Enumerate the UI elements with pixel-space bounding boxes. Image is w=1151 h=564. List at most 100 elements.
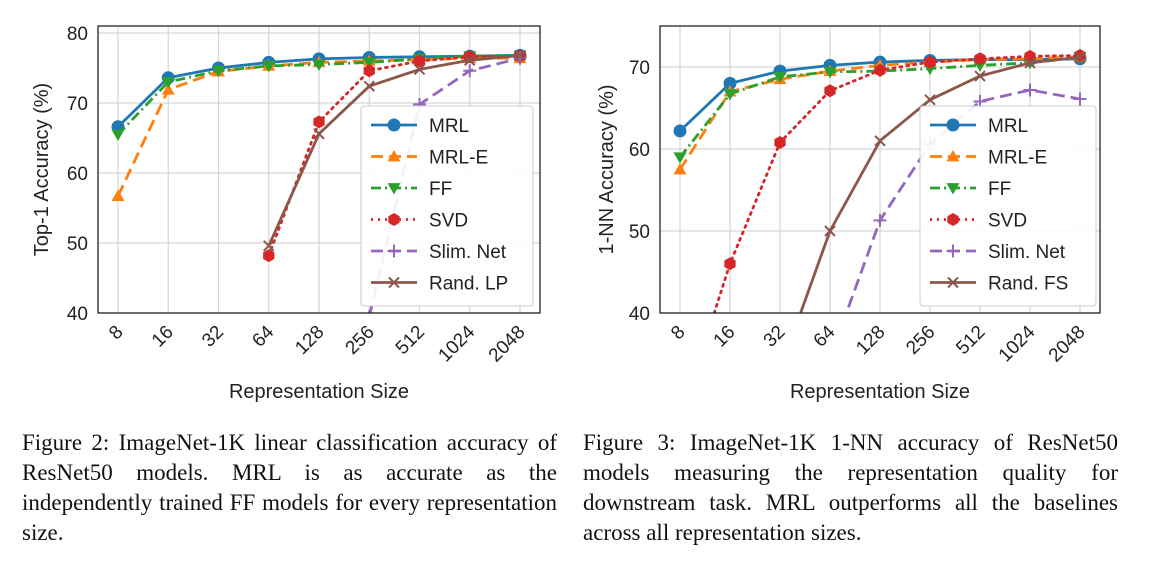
data-point: [463, 64, 477, 78]
x-tick-label: 1024: [435, 321, 480, 366]
data-point: [263, 249, 275, 263]
legend-entry: MRL-E: [371, 148, 488, 169]
x-tick-label: 16: [148, 322, 178, 352]
data-point: [874, 135, 886, 147]
figure-2-caption: Figure 2: ImageNet-1K linear classificat…: [22, 428, 557, 548]
data-point: [724, 257, 736, 271]
y-tick-label: 50: [67, 234, 88, 255]
data-point: [924, 55, 936, 69]
y-axis-label: 1-NN Accuracy (%): [596, 84, 618, 254]
data-point: [212, 65, 225, 78]
legend-marker: [946, 150, 960, 162]
x-tick-label: 128: [291, 322, 328, 359]
legend-marker: [388, 276, 400, 289]
data-point: [823, 67, 837, 79]
data-point: [161, 83, 175, 95]
y-tick-label: 50: [629, 222, 650, 243]
data-point: [368, 310, 371, 313]
y-tick-label: 80: [67, 24, 88, 45]
y-tick-label: 60: [629, 140, 650, 161]
data-point: [1073, 92, 1087, 106]
legend-label: SVD: [429, 211, 468, 232]
legend-box: [919, 105, 1097, 307]
data-point: [824, 352, 837, 365]
data-point: [673, 152, 687, 164]
legend-marker: [387, 244, 401, 258]
x-tick-label: 32: [760, 322, 790, 352]
legend-label: FF: [988, 179, 1011, 200]
x-tick-label: 2048: [1045, 322, 1090, 367]
data-point: [1074, 51, 1086, 63]
x-tick-label: 128: [852, 322, 889, 359]
data-point: [874, 63, 886, 77]
data-point: [775, 365, 785, 375]
y-tick-label: 40: [629, 304, 650, 325]
data-point: [362, 57, 376, 69]
data-point: [514, 49, 526, 62]
legend-entry: SVD: [371, 211, 468, 232]
legend-marker: [946, 118, 960, 132]
legend-label: Rand. FS: [988, 274, 1068, 295]
x-axis-label: Representation Size: [229, 381, 409, 403]
data-point: [674, 413, 685, 420]
data-point: [111, 189, 125, 201]
data-point: [513, 51, 527, 65]
chart-1nn-accuracy: 40 50 60 70 8 16 32 64 128 256 512 1024 2048 Represen…: [596, 25, 1101, 420]
figure-3-caption: Figure 3: ImageNet-1K 1-NN accuracy of R…: [583, 428, 1118, 548]
legend-marker: [946, 183, 960, 195]
legend-label: SVD: [988, 211, 1027, 232]
data-point: [161, 77, 175, 89]
data-point: [774, 135, 786, 149]
legend: MRL MRL-E FF SVD Slim. Net Rand. LP: [360, 105, 534, 307]
data-point: [1024, 57, 1036, 69]
data-point: [312, 59, 326, 71]
legend-entry: MRL-E: [930, 148, 1047, 169]
series-rand-lp: [263, 49, 526, 252]
data-point: [413, 54, 426, 68]
figure-3-label: Figure 3:: [583, 430, 676, 455]
plot-frame: [97, 25, 541, 314]
data-point: [723, 89, 737, 101]
x-tick-label: 32: [198, 322, 228, 352]
data-point: [413, 63, 426, 76]
figure-3: 40 50 60 70 8 16 32 64 128 256 512 1024 2048 Represen…: [575, 0, 1150, 564]
plot-area: [111, 48, 527, 313]
legend-entry: MRL: [371, 116, 469, 137]
data-point: [824, 84, 836, 98]
figure-2-text: ImageNet-1K linear classification accura…: [22, 430, 557, 545]
data-point: [974, 70, 986, 82]
x-tick-label: 512: [392, 322, 429, 359]
y-tick-label: 60: [67, 164, 88, 185]
legend: MRL MRL-E FF SVD Slim. Net Rand. FS: [919, 105, 1097, 307]
legend-label: MRL: [988, 116, 1028, 137]
data-point: [262, 61, 276, 73]
data-point: [873, 213, 887, 227]
y-tick-label: 40: [67, 304, 88, 325]
data-point: [773, 71, 787, 84]
data-point: [263, 240, 275, 252]
legend-entry: Rand. LP: [371, 274, 508, 295]
figure-2: 40 50 60 70 80 8 16 32 64 128 256 512 1024 2048 Repres…: [0, 0, 575, 564]
x-tick-label: 256: [902, 322, 939, 359]
y-tick-label: 70: [629, 58, 650, 79]
data-point: [673, 124, 687, 138]
data-point: [824, 225, 836, 237]
x-axis-label: Representation Size: [790, 381, 970, 403]
data-point: [723, 76, 737, 90]
legend-marker: [947, 213, 959, 226]
legend-marker: [387, 183, 401, 195]
legend-label: Slim. Net: [429, 242, 507, 263]
series-line: [267, 54, 521, 247]
x-tick-label: 8: [105, 322, 127, 344]
plot-area: [673, 49, 1087, 420]
data-point: [363, 80, 375, 92]
x-tick-label: 2048: [485, 322, 530, 367]
x-tick-label: 16: [710, 322, 740, 352]
series-svd: [674, 49, 1086, 420]
legend-marker: [947, 276, 959, 289]
series-rand-fs: [775, 51, 1086, 375]
series-line: [678, 55, 1081, 159]
legend-entry: FF: [371, 179, 452, 200]
x-tick-label: 512: [952, 322, 989, 359]
figure-3-text: ImageNet-1K 1-NN accuracy of ResNet50 mo…: [583, 430, 1118, 545]
